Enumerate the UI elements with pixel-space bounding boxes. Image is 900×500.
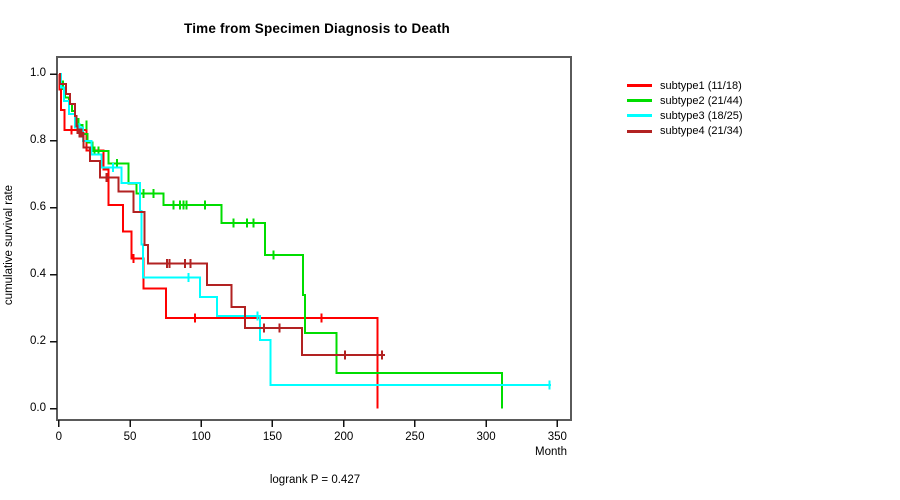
legend-line-swatch [627, 129, 652, 133]
km-curve [58, 73, 379, 409]
legend-item: subtype2 (21/44) [627, 93, 743, 108]
km-curve [58, 73, 503, 409]
y-axis-title: cumulative survival rate [3, 184, 15, 306]
x-tick-label: 100 [191, 431, 211, 443]
legend-line-swatch [627, 99, 652, 103]
logrank-annotation: logrank P = 0.427 [269, 474, 361, 486]
plot-box [56, 56, 572, 421]
legend-label: subtype3 (18/25) [660, 109, 743, 122]
km-curve [58, 73, 551, 387]
legend-line-swatch [627, 84, 652, 88]
x-tick-label: 250 [405, 431, 425, 443]
x-tick-label: 150 [262, 431, 283, 443]
legend-line-swatch [627, 114, 652, 118]
y-tick-label: 0.8 [30, 133, 46, 146]
x-tick-label: 50 [123, 431, 137, 443]
x-tick-label: 0 [55, 431, 62, 443]
legend-item: subtype1 (11/18) [627, 78, 743, 93]
legend-label: subtype1 (11/18) [660, 79, 742, 92]
x-tick-label: 200 [334, 431, 354, 443]
y-tick-label: 0.2 [30, 334, 46, 347]
legend-item: subtype4 (21/34) [627, 124, 743, 139]
y-tick-label: 0.6 [30, 200, 46, 213]
legend-label: subtype2 (21/44) [660, 94, 743, 107]
legend-item: subtype3 (18/25) [627, 108, 743, 123]
legend: subtype1 (11/18) subtype2 (21/44) subtyp… [627, 78, 743, 139]
y-tick-label: 1.0 [30, 67, 46, 79]
legend-label: subtype4 (21/34) [660, 125, 743, 138]
km-curve [58, 73, 385, 356]
y-tick-label: 0.4 [30, 267, 46, 280]
y-tick-label: 0.0 [30, 401, 46, 414]
x-tick-label: 300 [476, 431, 496, 443]
x-axis-unit: Month [535, 446, 567, 458]
chart-title: Time from Specimen Diagnosis to Death [184, 21, 450, 36]
x-tick-label: 350 [547, 431, 567, 443]
